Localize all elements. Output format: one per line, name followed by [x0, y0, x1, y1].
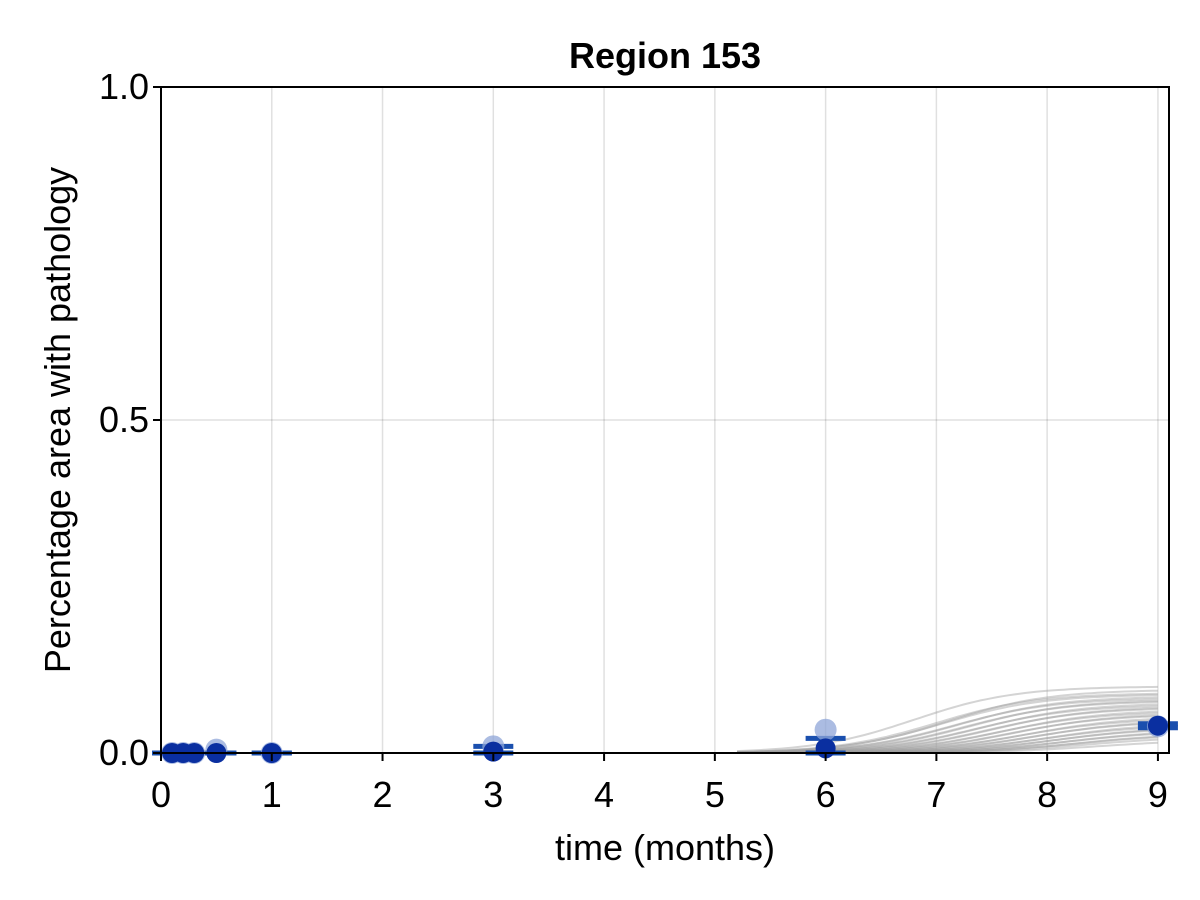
y-tick-label: 1.0	[99, 66, 149, 107]
x-tick-label: 4	[594, 774, 614, 815]
x-tick-label: 3	[483, 774, 503, 815]
posterior-curve	[736, 689, 1158, 753]
y-axis-ticks: 0.0 0.5 1.0	[99, 66, 161, 773]
x-axis-ticks: 0 1 2 3 4 5 6 7 8 9	[151, 753, 1168, 815]
posterior-curve	[736, 694, 1158, 753]
x-tick-label: 8	[1037, 774, 1057, 815]
posterior-curve	[736, 696, 1158, 754]
x-tick-label: 1	[262, 774, 282, 815]
y-tick-label: 0.5	[99, 399, 149, 440]
x-axis-title: time (months)	[555, 827, 775, 868]
raw-point	[814, 718, 837, 741]
x-tick-label: 7	[926, 774, 946, 815]
posterior-curve	[736, 685, 1158, 753]
mean-points	[162, 715, 1168, 763]
posterior-curve	[736, 692, 1158, 753]
x-tick-label: 0	[151, 774, 171, 815]
x-tick-label: 2	[373, 774, 393, 815]
posterior-curve	[736, 698, 1158, 754]
y-axis-title: Percentage area with pathology	[37, 167, 78, 673]
y-tick-label: 0.0	[99, 732, 149, 773]
mean-point	[483, 741, 504, 762]
x-tick-label: 6	[816, 774, 836, 815]
mean-point	[1147, 715, 1168, 736]
x-tick-label: 9	[1148, 774, 1168, 815]
chart-title: Region 153	[569, 35, 761, 76]
grid-lines	[160, 86, 1169, 754]
x-tick-label: 5	[705, 774, 725, 815]
posterior-curves	[736, 685, 1158, 754]
